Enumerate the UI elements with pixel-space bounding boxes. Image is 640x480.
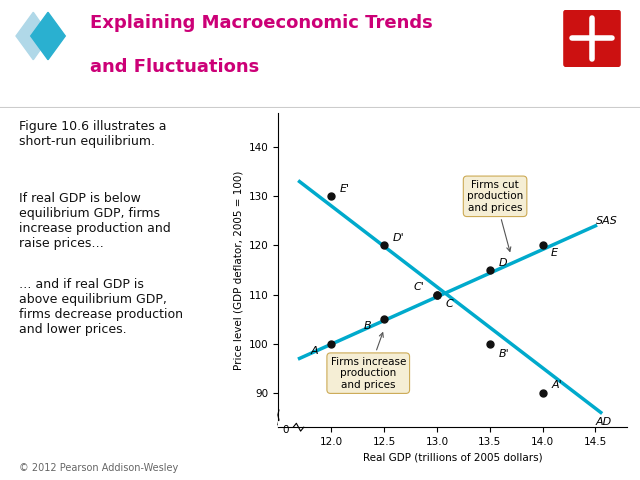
Text: If real GDP is below
equilibrium GDP, firms
increase production and
raise prices: If real GDP is below equilibrium GDP, fi… [19,192,171,250]
Text: SAS: SAS [595,216,618,226]
Text: Explaining Macroeconomic Trends: Explaining Macroeconomic Trends [90,14,433,33]
Text: B': B' [499,348,509,359]
Text: D': D' [392,233,404,243]
Text: and Fluctuations: and Fluctuations [90,58,259,76]
Text: Firms increase
production
and prices: Firms increase production and prices [330,333,406,390]
Text: A': A' [551,381,562,390]
Text: … and if real GDP is
above equilibrium GDP,
firms decrease production
and lower : … and if real GDP is above equilibrium G… [19,278,183,336]
Polygon shape [16,12,50,60]
Text: D: D [499,258,507,268]
FancyBboxPatch shape [563,10,621,67]
Text: E': E' [340,184,349,194]
Text: © 2012 Pearson Addison-Wesley: © 2012 Pearson Addison-Wesley [19,463,179,473]
Y-axis label: Price level (GDP deflator, 2005 = 100): Price level (GDP deflator, 2005 = 100) [234,170,243,370]
Text: 0: 0 [282,425,289,435]
Text: AD: AD [595,418,612,427]
Polygon shape [31,12,65,60]
Text: C: C [445,300,453,310]
Text: C': C' [413,282,424,292]
Text: Firms cut
production
and prices: Firms cut production and prices [467,180,524,252]
Text: Figure 10.6 illustrates a
short-run equilibrium.: Figure 10.6 illustrates a short-run equi… [19,120,166,148]
Text: B: B [364,322,371,332]
Text: A: A [311,346,319,356]
X-axis label: Real GDP (trillions of 2005 dollars): Real GDP (trillions of 2005 dollars) [363,453,543,462]
Text: E: E [551,248,558,258]
